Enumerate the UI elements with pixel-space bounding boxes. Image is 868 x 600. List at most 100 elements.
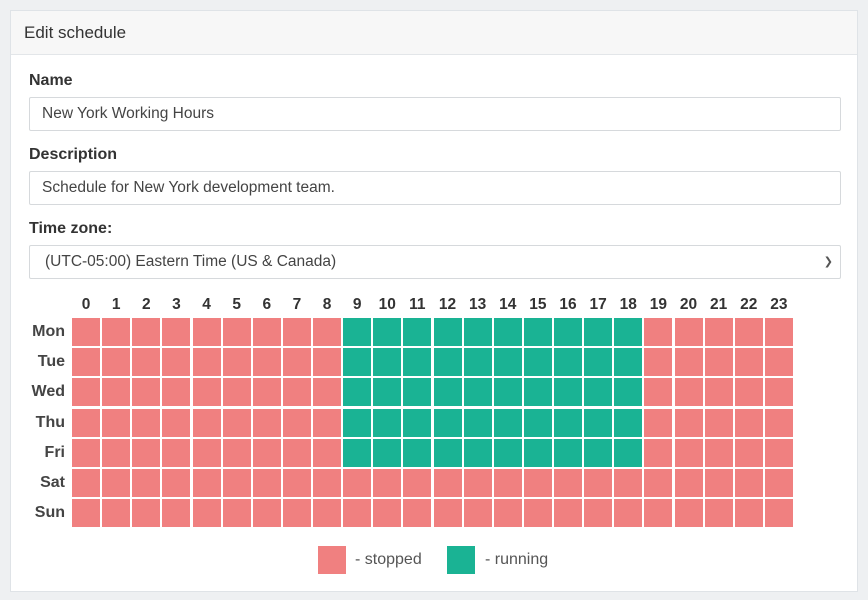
schedule-cell-stopped[interactable] xyxy=(252,438,281,467)
schedule-cell-stopped[interactable] xyxy=(192,499,221,528)
schedule-cell-stopped[interactable] xyxy=(252,469,281,497)
schedule-cell-stopped[interactable] xyxy=(72,318,100,346)
schedule-cell-stopped[interactable] xyxy=(282,318,311,346)
schedule-cell-stopped[interactable] xyxy=(72,408,100,437)
schedule-cell-running[interactable] xyxy=(614,378,643,407)
schedule-cell-stopped[interactable] xyxy=(704,318,733,346)
schedule-cell-stopped[interactable] xyxy=(162,408,191,437)
schedule-cell-stopped[interactable] xyxy=(644,438,673,467)
schedule-cell-running[interactable] xyxy=(463,408,492,437)
schedule-cell-stopped[interactable] xyxy=(373,499,402,528)
schedule-cell-stopped[interactable] xyxy=(192,378,221,407)
schedule-cell-stopped[interactable] xyxy=(313,469,341,497)
schedule-cell-stopped[interactable] xyxy=(162,348,191,377)
schedule-cell-stopped[interactable] xyxy=(313,408,341,437)
schedule-cell-stopped[interactable] xyxy=(102,499,131,528)
schedule-cell-stopped[interactable] xyxy=(282,378,311,407)
schedule-cell-stopped[interactable] xyxy=(192,469,221,497)
schedule-cell-running[interactable] xyxy=(523,408,552,437)
schedule-cell-running[interactable] xyxy=(343,378,372,407)
schedule-cell-stopped[interactable] xyxy=(72,499,100,528)
schedule-cell-running[interactable] xyxy=(343,318,372,346)
schedule-cell-running[interactable] xyxy=(614,408,643,437)
schedule-cell-stopped[interactable] xyxy=(72,378,100,407)
schedule-cell-running[interactable] xyxy=(584,378,613,407)
schedule-cell-stopped[interactable] xyxy=(343,499,372,528)
schedule-cell-stopped[interactable] xyxy=(764,348,793,377)
schedule-cell-running[interactable] xyxy=(343,408,372,437)
schedule-cell-running[interactable] xyxy=(403,318,432,346)
schedule-cell-stopped[interactable] xyxy=(764,469,793,497)
schedule-cell-running[interactable] xyxy=(584,438,613,467)
schedule-cell-stopped[interactable] xyxy=(523,469,552,497)
schedule-cell-stopped[interactable] xyxy=(313,499,341,528)
schedule-cell-running[interactable] xyxy=(463,348,492,377)
schedule-cell-stopped[interactable] xyxy=(282,348,311,377)
schedule-cell-running[interactable] xyxy=(493,348,522,377)
schedule-cell-stopped[interactable] xyxy=(764,499,793,528)
schedule-cell-running[interactable] xyxy=(493,408,522,437)
schedule-cell-running[interactable] xyxy=(373,408,402,437)
schedule-cell-stopped[interactable] xyxy=(704,348,733,377)
schedule-cell-stopped[interactable] xyxy=(162,318,191,346)
schedule-cell-stopped[interactable] xyxy=(764,438,793,467)
schedule-cell-stopped[interactable] xyxy=(734,499,763,528)
schedule-cell-stopped[interactable] xyxy=(222,408,251,437)
description-input[interactable] xyxy=(29,171,841,205)
schedule-cell-running[interactable] xyxy=(433,318,462,346)
schedule-cell-stopped[interactable] xyxy=(734,318,763,346)
schedule-cell-stopped[interactable] xyxy=(192,438,221,467)
schedule-cell-running[interactable] xyxy=(343,438,372,467)
schedule-cell-stopped[interactable] xyxy=(493,499,522,528)
schedule-cell-stopped[interactable] xyxy=(282,438,311,467)
schedule-cell-stopped[interactable] xyxy=(764,408,793,437)
schedule-cell-stopped[interactable] xyxy=(644,348,673,377)
schedule-cell-running[interactable] xyxy=(554,408,582,437)
schedule-cell-stopped[interactable] xyxy=(644,318,673,346)
schedule-cell-stopped[interactable] xyxy=(704,378,733,407)
schedule-cell-stopped[interactable] xyxy=(433,469,462,497)
schedule-cell-running[interactable] xyxy=(373,438,402,467)
schedule-cell-stopped[interactable] xyxy=(644,469,673,497)
schedule-cell-stopped[interactable] xyxy=(252,348,281,377)
schedule-cell-stopped[interactable] xyxy=(674,378,703,407)
schedule-cell-running[interactable] xyxy=(433,438,462,467)
schedule-cell-running[interactable] xyxy=(614,348,643,377)
schedule-cell-stopped[interactable] xyxy=(192,348,221,377)
schedule-cell-running[interactable] xyxy=(554,318,582,346)
schedule-cell-running[interactable] xyxy=(523,348,552,377)
schedule-cell-running[interactable] xyxy=(373,378,402,407)
schedule-cell-running[interactable] xyxy=(554,348,582,377)
schedule-cell-running[interactable] xyxy=(584,318,613,346)
schedule-cell-stopped[interactable] xyxy=(72,348,100,377)
schedule-cell-stopped[interactable] xyxy=(313,378,341,407)
schedule-cell-stopped[interactable] xyxy=(222,318,251,346)
schedule-cell-stopped[interactable] xyxy=(674,469,703,497)
schedule-cell-stopped[interactable] xyxy=(403,499,432,528)
schedule-cell-running[interactable] xyxy=(523,378,552,407)
schedule-cell-running[interactable] xyxy=(584,408,613,437)
schedule-cell-stopped[interactable] xyxy=(252,408,281,437)
schedule-cell-running[interactable] xyxy=(403,348,432,377)
schedule-cell-running[interactable] xyxy=(554,438,582,467)
schedule-cell-stopped[interactable] xyxy=(704,469,733,497)
schedule-cell-stopped[interactable] xyxy=(704,438,733,467)
schedule-cell-stopped[interactable] xyxy=(102,378,131,407)
schedule-cell-stopped[interactable] xyxy=(252,378,281,407)
schedule-cell-stopped[interactable] xyxy=(132,438,161,467)
schedule-cell-stopped[interactable] xyxy=(644,378,673,407)
schedule-cell-running[interactable] xyxy=(584,348,613,377)
schedule-cell-running[interactable] xyxy=(554,378,582,407)
schedule-cell-running[interactable] xyxy=(433,408,462,437)
schedule-cell-stopped[interactable] xyxy=(433,499,462,528)
schedule-cell-stopped[interactable] xyxy=(313,318,341,346)
schedule-cell-stopped[interactable] xyxy=(72,438,100,467)
schedule-cell-stopped[interactable] xyxy=(734,469,763,497)
schedule-cell-running[interactable] xyxy=(403,438,432,467)
schedule-cell-stopped[interactable] xyxy=(734,378,763,407)
schedule-cell-stopped[interactable] xyxy=(764,318,793,346)
schedule-cell-stopped[interactable] xyxy=(132,318,161,346)
schedule-cell-running[interactable] xyxy=(463,378,492,407)
schedule-cell-stopped[interactable] xyxy=(132,348,161,377)
schedule-cell-stopped[interactable] xyxy=(222,438,251,467)
